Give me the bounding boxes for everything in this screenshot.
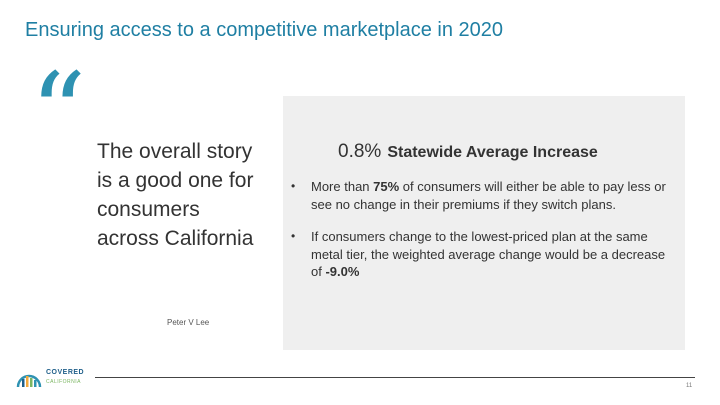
page-number: 11: [686, 383, 693, 389]
bullet-item: • More than 75% of consumers will either…: [291, 178, 676, 213]
bullet-text-pre: More than: [311, 179, 374, 194]
quote-author: Peter V Lee: [167, 318, 210, 327]
stats-panel: 0.8% Statewide Average Increase • More th…: [283, 96, 685, 350]
bullet-text-post: of consumers will either be able to pay …: [311, 179, 666, 212]
covered-california-logo: COVERED CALIFORNIA: [14, 365, 89, 393]
stat-label: Statewide Average Increase: [387, 144, 598, 161]
bullet-dot-icon: •: [291, 179, 296, 193]
logo-mark-icon: [16, 374, 42, 388]
logo-text-secondary: CALIFORNIA: [46, 379, 82, 385]
bullet-text-bold: -9.0%: [325, 264, 360, 279]
slide-title: Ensuring access to a competitive marketp…: [25, 19, 504, 41]
quote-mark-icon: “: [30, 49, 87, 177]
bullet-text-bold: 75%: [373, 179, 400, 194]
bullet-item: • If consumers change to the lowest-pric…: [291, 228, 676, 281]
quote-text: The overall story is a good one for cons…: [97, 140, 254, 250]
bullet-text-pre: If consumers change to the lowest-priced…: [311, 229, 666, 279]
bullet-dot-icon: •: [291, 229, 296, 243]
bullet-list: • More than 75% of consumers will either…: [291, 178, 676, 296]
stat-headline: 0.8% Statewide Average Increase: [338, 141, 598, 163]
logo-text-primary: COVERED: [46, 369, 85, 376]
stat-value: 0.8%: [338, 141, 382, 162]
footer-divider: [95, 377, 695, 378]
